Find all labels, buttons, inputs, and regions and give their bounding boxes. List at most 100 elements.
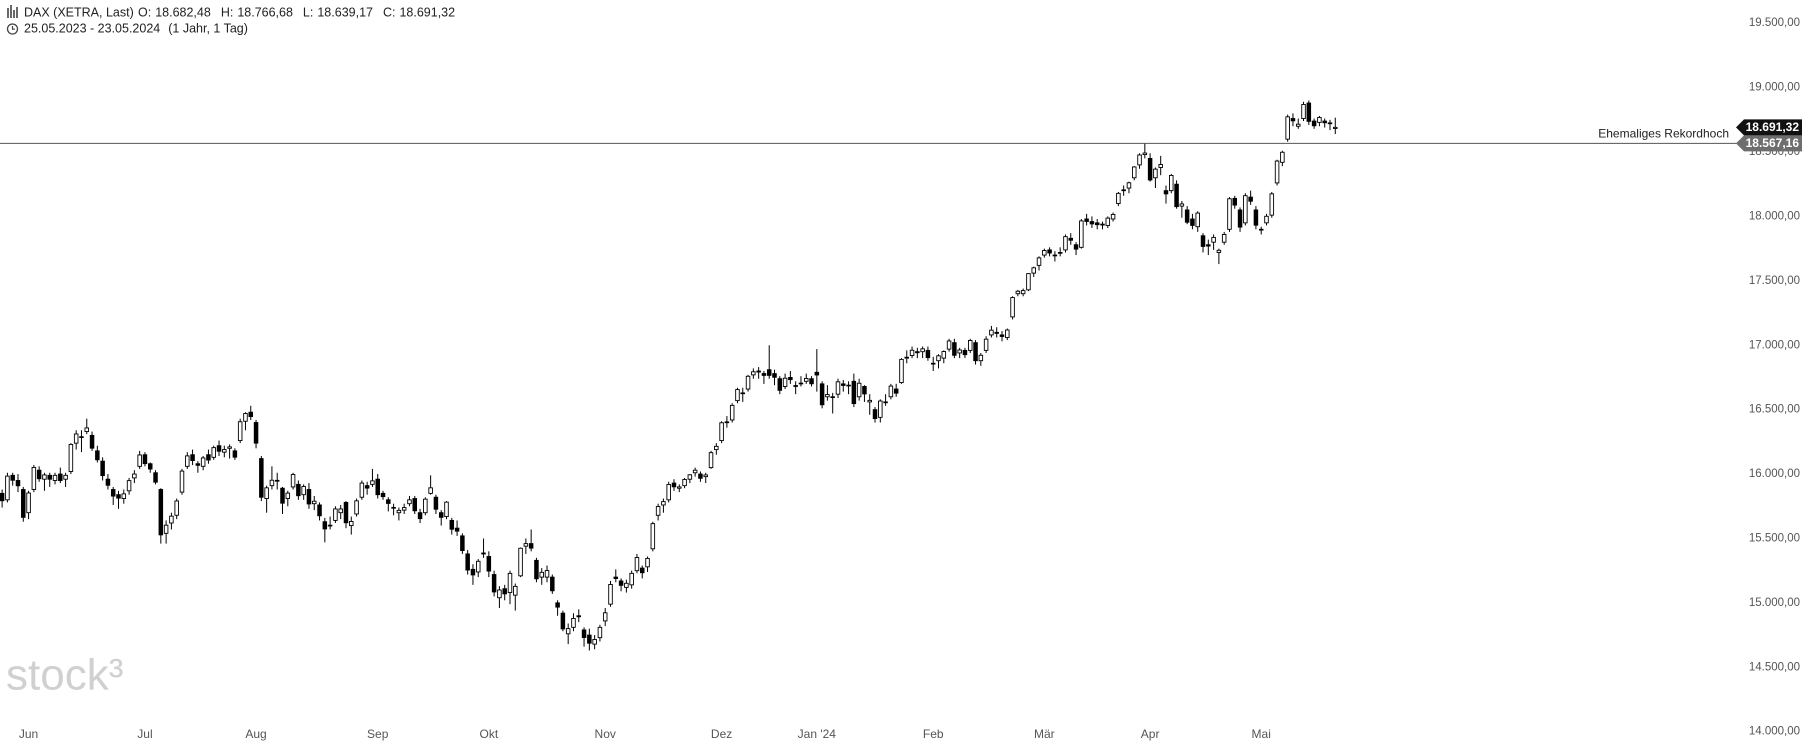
candle-body: [1068, 237, 1074, 241]
candle-body: [735, 389, 740, 402]
candle-body: [0, 492, 5, 502]
candle-body: [1285, 116, 1290, 140]
candle-body: [232, 450, 238, 458]
ohlc-value: 18.691,32: [399, 5, 455, 19]
candle-body: [851, 380, 857, 405]
candle-body: [126, 480, 132, 492]
x-tick-label: Mai: [1252, 727, 1271, 741]
candle-body: [1243, 195, 1248, 224]
candle-body: [190, 454, 195, 461]
candle-body: [1052, 254, 1058, 257]
candle-body: [1258, 228, 1264, 231]
candle-body: [629, 572, 634, 586]
candle-body: [952, 342, 957, 356]
candle-body: [110, 489, 116, 497]
candle-body: [89, 434, 95, 449]
chart-icon: [7, 5, 18, 18]
candle-body: [248, 411, 254, 418]
candle-body: [1158, 164, 1163, 168]
candle-body: [269, 479, 275, 487]
candle-body: [349, 521, 354, 527]
candle-body: [645, 557, 650, 568]
candle-body: [1200, 235, 1206, 247]
ohlc-value: 18.766,68: [237, 5, 293, 19]
candle-body: [370, 480, 375, 485]
candle-body: [565, 628, 571, 635]
candle-body: [661, 501, 666, 506]
candle-body: [1031, 267, 1036, 274]
candle-body: [777, 378, 783, 391]
candle-body: [745, 375, 751, 390]
y-tick-label: 14.500,00: [1749, 661, 1800, 673]
candle-body: [687, 474, 693, 480]
candle-body: [925, 349, 931, 359]
x-tick-label: Mär: [1034, 727, 1055, 741]
candle-body: [788, 376, 793, 381]
candle-body: [1142, 152, 1148, 156]
candle-body: [200, 457, 206, 467]
candle-body: [1253, 209, 1259, 226]
watermark: stock³: [6, 651, 123, 700]
candle-body: [73, 433, 79, 444]
candle-body: [1015, 290, 1021, 295]
candle-body: [967, 340, 973, 351]
candle-body: [253, 422, 259, 444]
x-tick-label: Apr: [1141, 727, 1160, 741]
candle-body: [169, 515, 174, 524]
candle-body: [1084, 218, 1089, 222]
candle-body: [15, 480, 21, 487]
candle-body: [555, 602, 560, 608]
candle-body: [1089, 221, 1095, 225]
ohlc-key: H:: [221, 5, 234, 19]
candle-body: [264, 487, 269, 499]
candle-body: [1195, 212, 1200, 228]
candle-body: [1295, 123, 1301, 127]
candle-body: [825, 394, 830, 398]
ohlc-key: O:: [138, 5, 151, 19]
candle-body: [1105, 217, 1111, 226]
candle-body: [1184, 209, 1190, 223]
candle-body: [31, 467, 37, 490]
candle-body: [719, 422, 724, 442]
x-tick-label: Sep: [367, 727, 389, 741]
candle-body: [814, 371, 820, 376]
candle-body: [502, 588, 507, 595]
candle-body: [835, 381, 841, 395]
candle-body: [290, 474, 296, 488]
candle-body: [983, 338, 989, 351]
candle-body: [470, 568, 476, 576]
x-tick-label: Nov: [595, 727, 616, 741]
candle-body: [222, 449, 227, 453]
candle-body: [761, 373, 767, 376]
candle-body: [465, 553, 470, 571]
last-price-label: 18.691,32: [1746, 120, 1800, 134]
candle-body: [147, 463, 153, 470]
candle-body: [1026, 273, 1031, 291]
clock-hand: [11, 26, 15, 30]
candle-body: [317, 504, 322, 517]
date-range: 25.05.2023 - 23.05.2024: [24, 21, 160, 35]
candle-body: [899, 358, 904, 384]
last-price-badge: [1736, 119, 1802, 136]
candle-body: [433, 496, 439, 510]
candle-body: [1227, 198, 1232, 230]
candle-body: [772, 373, 777, 378]
candle-body: [481, 552, 486, 555]
candle-body: [327, 524, 333, 527]
candle-body: [888, 385, 894, 398]
candle-body: [301, 486, 306, 496]
candle-body: [1280, 151, 1285, 163]
instrument: DAX (XETRA, Last): [24, 5, 134, 19]
candle-body: [449, 519, 455, 530]
x-tick-label: Feb: [923, 727, 944, 741]
candle-body: [830, 396, 835, 399]
candle-body: [523, 543, 529, 547]
candle-body: [597, 626, 603, 639]
candle-body: [174, 500, 179, 516]
ohlc-key: C:: [383, 5, 396, 19]
y-tick-label: 15.000,00: [1749, 597, 1800, 609]
candle-body: [602, 612, 608, 622]
candle-body: [21, 489, 26, 518]
candle-body: [819, 383, 825, 406]
candle-body: [1216, 249, 1222, 253]
